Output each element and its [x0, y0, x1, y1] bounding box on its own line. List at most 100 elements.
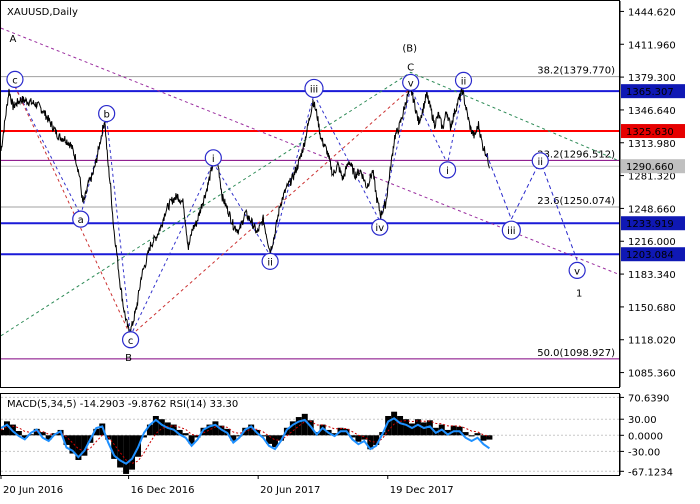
fib-level-label: 38.2(1379.770) [537, 66, 615, 77]
y-tick-label: 1150.680 [628, 303, 676, 314]
wave-degree-label: B [125, 353, 132, 364]
macd-histogram-bar [355, 435, 362, 442]
wave-trend-line [0, 71, 620, 337]
macd-histogram-bar [272, 435, 278, 448]
indicator-tick-label: 30.00 [628, 415, 657, 426]
x-tick-label: 20 Jun 2016 [3, 485, 63, 496]
price-level-badge-label: 1233.919 [626, 219, 674, 230]
y-tick-label: 1216.000 [628, 237, 676, 248]
wave-label-text: ii [537, 157, 543, 168]
macd-histogram-bar [212, 421, 219, 436]
wave-label-circle [121, 331, 140, 349]
macd-histogram-bar [319, 424, 326, 436]
y-tick-label: 1411.960 [628, 40, 676, 51]
y-tick-label: 1118.020 [628, 336, 676, 347]
macd-histogram-bar [81, 435, 88, 456]
wave-label-text: v [574, 266, 580, 277]
wave-degree-label: (B) [402, 43, 417, 54]
macd-histogram-bar [69, 435, 76, 454]
wave-label-text: ii [461, 76, 467, 87]
macd-histogram-bar [123, 435, 130, 474]
wave-trend-line [14, 86, 412, 337]
macd-histogram-bar [391, 411, 398, 436]
macd-histogram-bar [397, 415, 404, 436]
price-line [0, 84, 490, 338]
wave-label-text: iii [310, 84, 318, 95]
macd-histogram-bar [266, 435, 273, 444]
chart-title: XAUUSD,Daily [7, 7, 78, 18]
price-level-badge [621, 159, 685, 174]
fib-level-label: 50.0(1098.927) [537, 348, 615, 359]
wave-degree-label: A [10, 34, 17, 45]
indicator-panel-frame [0, 393, 620, 476]
macd-histogram-bar [152, 415, 159, 436]
macd-histogram-bar [200, 427, 207, 436]
price-level-badge-label: 1365.307 [626, 87, 674, 98]
wave-label-circle [501, 220, 521, 240]
macd-histogram-bar [361, 435, 368, 440]
macd-histogram-bar [146, 424, 153, 436]
macd-histogram-bar [3, 421, 10, 436]
macd-histogram-bar [27, 434, 34, 436]
macd-histogram-bar [182, 433, 189, 436]
macd-histogram-bar [289, 421, 296, 436]
macd-histogram-bar [117, 435, 124, 468]
y-tick-label: 1444.620 [628, 7, 676, 18]
macd-histogram-bar [462, 432, 469, 436]
macd-histogram-bar [230, 435, 237, 441]
wave-label-circle [72, 210, 90, 228]
macd-histogram-bar [93, 428, 100, 436]
macd-histogram-bar [15, 431, 22, 436]
macd-histogram-bar [331, 433, 338, 436]
wave-label-circle [568, 261, 586, 279]
macd-histogram-bar [176, 429, 183, 436]
macd-histogram-bar [99, 423, 106, 436]
y-tick-label: 1379.300 [628, 73, 676, 84]
wave-label-text: c [12, 75, 18, 86]
macd-histogram-bar [480, 435, 487, 441]
macd-histogram-bar [414, 419, 421, 436]
price-level-badge [621, 84, 685, 99]
macd-histogram-bar [260, 435, 267, 437]
wave-label-text: iii [507, 226, 515, 237]
indicator-title: MACD(5,34,5) -14.2903 -9.8762 RSI(14) 33… [7, 399, 238, 410]
macd-histogram-bar [45, 435, 52, 440]
y-tick-label: 1085.360 [628, 369, 676, 380]
x-tick-label: 19 Dec 2017 [390, 485, 454, 496]
wave-label-text: v [408, 78, 414, 89]
macd-histogram-bar [21, 435, 28, 438]
wave-label-circle [6, 70, 24, 89]
price-level-badge-label: 1203.084 [626, 250, 674, 261]
rsi-line [0, 417, 490, 465]
wave-label-circle [304, 78, 324, 99]
macd-histogram-bar [403, 419, 410, 436]
y-tick-label: 1183.340 [628, 270, 676, 281]
fib-level-label: 23.2(1296.512) [537, 149, 615, 160]
macd-histogram-bar [444, 429, 451, 436]
macd-signal-line [0, 420, 490, 464]
macd-histogram-bar [349, 435, 356, 438]
macd-histogram-bar [277, 435, 284, 441]
macd-histogram-bar [111, 435, 118, 459]
macd-histogram-bar [129, 435, 136, 470]
indicator-tick-label: 70.6390 [628, 393, 669, 404]
macd-histogram-bar [33, 428, 40, 436]
wave-label-circle [402, 73, 420, 92]
y-tick-label: 1281.320 [628, 172, 676, 183]
wave-label-circle [438, 161, 457, 179]
wave-label-circle [98, 104, 116, 123]
macd-histogram-bar [75, 435, 82, 460]
wave-label-text: iv [375, 223, 384, 234]
macd-histogram-bar [486, 435, 493, 440]
macd-histogram-bar [63, 435, 70, 445]
macd-histogram-bar [39, 432, 46, 436]
wave-label-text: ii [267, 257, 273, 268]
macd-histogram-bar [385, 415, 392, 436]
price-level-badge-label: 1325.630 [626, 127, 674, 138]
wave-label-circle [454, 71, 473, 90]
indicator-tick-label: -67.1234 [628, 467, 673, 478]
price-level-badge-label: 1290.660 [626, 162, 674, 173]
macd-histogram-bar [367, 435, 374, 450]
